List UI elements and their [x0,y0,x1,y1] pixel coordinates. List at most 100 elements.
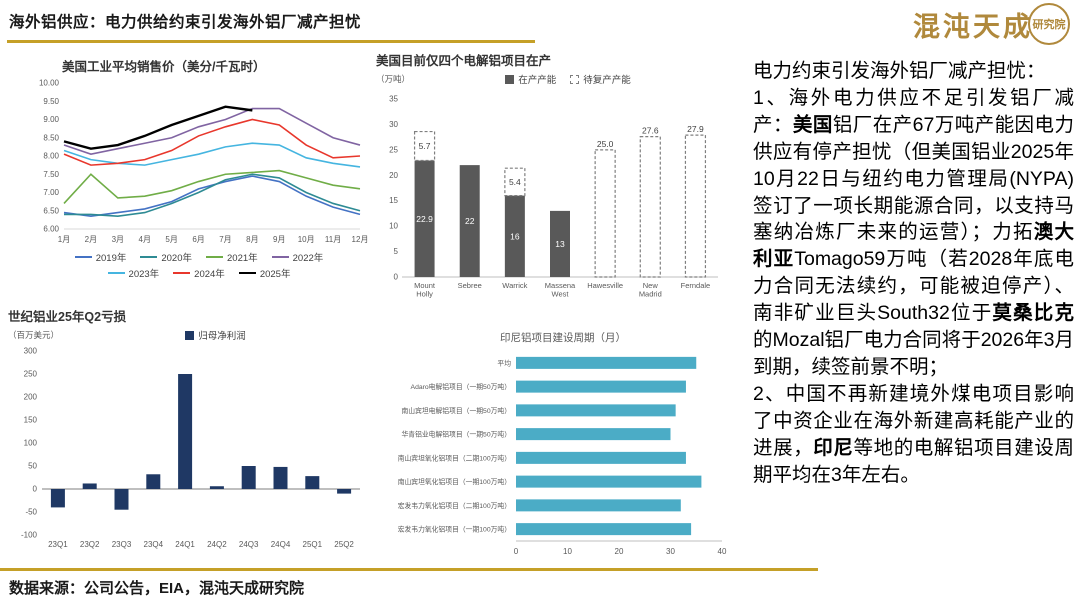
us-smelter-legend: 在产产能 待复产产能 [410,71,726,87]
century-plot: -100 -50 0 50 100 150 200 250 300 23Q1 23Q2 23Q3 23Q… [8,343,372,551]
analysis-paragraph: 电力约束引发海外铝厂减产担忧： [753,58,1074,85]
y-tick-label: 25 [389,145,398,154]
y-tick-label: 300 [24,347,38,356]
x-tick-label: 24Q3 [239,540,259,549]
category-label: Massena [545,281,576,290]
bar-duration [516,451,686,464]
brand-logo: 混沌天成 研究院 [913,3,1070,45]
chart-title: 印尼铝项目建设周期（月） [500,332,626,344]
text-segment: 的Mozal铝厂电力合同将于2026年3月到期，续签前景不明； [753,329,1074,378]
series-line [63,175,361,218]
category-label: Mount [414,281,436,290]
bar-in-production [459,165,480,277]
bar-value-label: 27.6 [642,126,659,136]
x-tick-label: 23Q4 [144,540,164,549]
bar-value-label: 13 [555,239,565,249]
logo-seal-icon: 研究院 [1028,3,1070,45]
bar-restart [639,136,661,278]
chart-century-panel: 世纪铝业25年Q2亏损 （百万美元） 归母净利润 -100 -50 0 50 100 15… [8,306,372,551]
category-label: 平均 [497,358,511,367]
y-tick-label: 8.00 [43,152,59,161]
bar-duration [516,428,671,441]
y-tick-label: 250 [24,370,38,379]
text-segment: 电力约束引发海外铝厂减产担忧： [753,60,1046,82]
x-tick-label: 23Q1 [48,540,68,549]
bar-value-label: 27.9 [687,124,704,134]
legend-item: 2019年 [74,250,127,264]
legend-swatch [140,255,158,259]
bar-net-profit [337,489,352,494]
text-segment: 等地的电解铝项目建设周期平均在3年左右。 [753,436,1074,486]
bar-value-label: 22.9 [416,214,433,224]
bar-net-profit [241,466,256,489]
us-smelter-legend-row: （万吨） 在产产能 待复产产能 [376,71,726,87]
x-tick-label: 10 [563,547,572,556]
y-tick-label: -100 [21,531,38,540]
series-line [63,118,361,166]
data-source-note: 数据来源：公司公告，EIA，混沌天成研究院 [9,580,305,597]
y-tick-label: 7.00 [43,188,59,197]
legend-item: 待复产产能 [570,72,631,86]
x-tick-label: 8月 [246,235,258,244]
analysis-text: 电力约束引发海外铝厂减产担忧： 1、海外电力供应不足引发铝厂减产：美国铝厂在产67… [753,58,1074,489]
us-smelter-plot: 0 5 10 15 20 25 30 35 22.9 5.7 Mount Holly 22 Sebree 1… [376,87,726,309]
legend-swatch [107,271,125,275]
y-tick-label: 7.50 [43,170,59,179]
text-segment: 铝厂在产67万吨产能因电力供应有停产担忧（但美国铝业2025年10月22日与纽约… [753,113,1074,244]
x-tick-label: 30 [666,547,675,556]
y-tick-label: 200 [24,393,38,402]
legend-label: 2025年 [259,269,291,280]
indonesia-plot: 平均 Adaro电解铝项目（一期50万吨） 南山宾坦电解铝项目（一期50万吨） 华青铝… [388,345,738,559]
bar-net-profit [50,489,65,508]
x-tick-label: 23Q2 [80,540,100,549]
bar-in-production [550,210,570,277]
legend-swatch [185,330,195,340]
x-tick-label: 0 [514,547,519,556]
century-legend: 归母净利润 [59,327,372,343]
legend-label: 2019年 [95,253,127,264]
century-legend-row: （百万美元） 归母净利润 [8,327,372,343]
bar-net-profit [146,474,161,489]
bar-duration [516,380,686,393]
category-label: Ferndale [681,281,711,290]
text-segment: Tomago59万吨（若2028年底电力合同无法续约，可能被迫停产）、南非矿业巨… [753,248,1074,325]
x-tick-label: 6月 [192,235,204,244]
chart-us-price-panel: 美国工业平均销售价（美分/千瓦时） 6.00 6.50 7.00 7.50 8.00 8.… [28,56,370,281]
header-accent-rule [7,40,535,43]
legend-item: 2022年 [271,250,323,264]
series-line [63,169,361,204]
bar-value-label: 5.4 [509,177,521,187]
x-tick-label: 10月 [298,235,315,244]
x-tick-label: 24Q1 [175,540,195,549]
bar-in-production [414,160,435,277]
x-tick-label: 11月 [325,235,341,244]
chart-title: 美国目前仅四个电解铝项目在产 [376,54,552,68]
y-tick-label: 50 [28,462,37,471]
bar-duration [516,475,702,488]
legend-item: 2025年 [238,266,291,280]
legend-swatch [173,271,191,275]
text-segment-bold: 澳大利亚 [753,221,1074,271]
analysis-paragraph: 2、中国不再新建境外煤电项目影响了中资企业在海外新建高耗能产业的进展，印尼等地的… [753,381,1074,489]
y-tick-label: 35 [389,95,398,104]
x-tick-label: 25Q1 [303,540,323,549]
category-label: 华青铝业电解铝项目（一期50万吨） [401,430,511,439]
y-tick-label: 150 [24,416,38,425]
x-tick-label: 9月 [273,235,285,244]
y-tick-label: 9.50 [43,97,59,106]
bar-in-production [504,195,525,277]
century-svg: -100 -50 0 50 100 150 200 250 300 23Q1 23Q2 23Q3 23Q… [21,347,360,549]
legend-label: 2024年 [194,269,225,280]
text-segment-bold: 印尼 [813,436,854,459]
legend-swatch [271,255,289,259]
y-axis-unit: （万吨） [376,74,411,84]
category-label: Holly [416,290,433,299]
series-line [63,107,361,156]
bar-net-profit [209,486,224,489]
us-price-svg: 6.00 6.50 7.00 7.50 8.00 8.50 9.00 9.50 10.00 1月 2… [39,79,368,245]
y-tick-label: 10 [389,222,398,231]
legend-swatch-dashed [570,74,580,84]
y-tick-label: 20 [389,171,398,180]
us-price-legend: 2019年 2020年 2021年 2022年 2023年 2024年 2025年 [44,249,354,281]
y-tick-label: 0 [33,485,38,494]
